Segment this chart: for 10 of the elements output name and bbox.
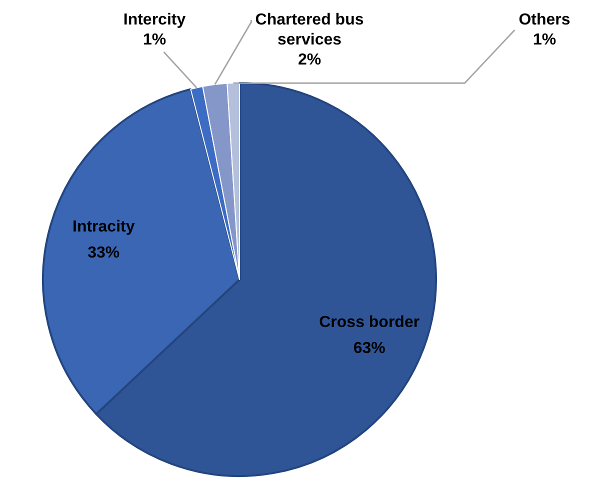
data-label: 63%	[353, 340, 386, 358]
slice-label: Others	[518, 11, 570, 28]
slice-label: Intracity	[72, 218, 135, 236]
data-label: 1%	[532, 31, 556, 48]
data-label: 33%	[88, 244, 120, 262]
data-label: 2%	[298, 51, 322, 68]
slice-label: Intercity	[123, 11, 186, 28]
data-label: 1%	[142, 31, 166, 48]
slice-label: Chartered bus services	[255, 11, 364, 48]
slice-label: Cross border	[319, 314, 420, 332]
